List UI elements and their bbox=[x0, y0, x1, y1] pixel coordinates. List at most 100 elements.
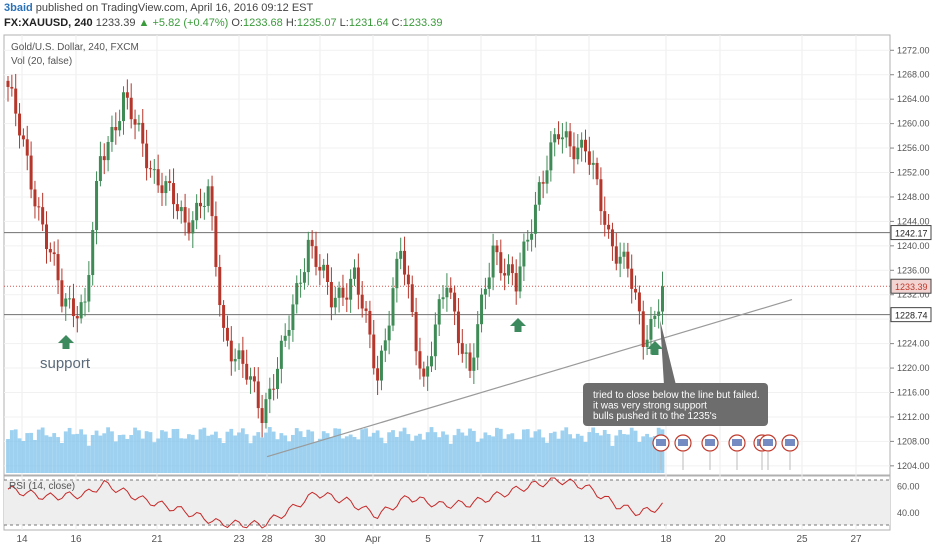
volume-bar bbox=[483, 432, 488, 473]
x-tick-label: 5 bbox=[425, 534, 431, 545]
candle-body bbox=[449, 287, 453, 293]
volume-bar bbox=[214, 431, 218, 473]
volume-bar bbox=[125, 438, 130, 473]
volume-bar bbox=[498, 428, 503, 473]
volume-bar bbox=[179, 438, 184, 473]
candle-body bbox=[368, 310, 372, 335]
candle-body bbox=[98, 156, 102, 181]
volume-bar bbox=[602, 429, 607, 473]
candle-body bbox=[191, 220, 195, 234]
volume-bar bbox=[541, 437, 546, 473]
current-price-tag-box bbox=[890, 278, 932, 294]
chart-title: Gold/U.S. Dollar, 240, FXCM bbox=[11, 42, 139, 53]
y-tick-label: 1216.00 bbox=[897, 388, 930, 398]
volume-bar bbox=[9, 430, 14, 473]
volume-bar bbox=[294, 428, 299, 473]
volume-bar bbox=[98, 435, 103, 473]
volume-bar bbox=[71, 434, 76, 473]
volume-bar bbox=[425, 432, 430, 473]
candle-body bbox=[318, 266, 322, 271]
candle-body bbox=[133, 119, 137, 125]
volume-bar bbox=[506, 434, 511, 473]
volume-bar bbox=[298, 431, 303, 473]
candle-body bbox=[291, 304, 295, 330]
volume-bar bbox=[518, 439, 522, 473]
volume-bar bbox=[175, 428, 180, 473]
volume-bar bbox=[341, 438, 345, 473]
volume-bar bbox=[202, 427, 207, 473]
up-arrow-icon bbox=[58, 335, 74, 349]
candle-body bbox=[79, 302, 83, 319]
rsi-label: RSI (14, close) bbox=[9, 481, 76, 492]
volume-bar bbox=[572, 438, 576, 473]
publish-info: published on TradingView.com, April 16, … bbox=[35, 2, 314, 14]
candle-body bbox=[610, 229, 614, 247]
close-value: 1233.39 bbox=[402, 17, 443, 29]
level-low-tag: 1228.74 bbox=[895, 311, 928, 321]
volume-bar bbox=[152, 442, 157, 473]
candle-body bbox=[156, 169, 160, 186]
volume-bar bbox=[375, 430, 380, 473]
volume-bar bbox=[194, 439, 199, 473]
candle-body bbox=[249, 376, 253, 380]
volume-bar bbox=[248, 443, 253, 473]
candle-body bbox=[210, 186, 214, 217]
volume-bar bbox=[522, 429, 526, 473]
volume-bar bbox=[414, 435, 418, 473]
y-tick-label: 1240.00 bbox=[897, 241, 930, 251]
candle-body bbox=[507, 264, 510, 276]
volume-bar bbox=[75, 433, 80, 473]
candle-body bbox=[122, 92, 125, 122]
candle-body bbox=[433, 324, 437, 357]
volume-bar bbox=[437, 437, 442, 473]
volume-bar bbox=[587, 432, 592, 473]
candle-body bbox=[125, 92, 129, 98]
candle-body bbox=[460, 343, 464, 354]
x-tick-label: 11 bbox=[531, 534, 542, 545]
candle-body bbox=[114, 127, 118, 131]
flag-icon bbox=[763, 439, 773, 446]
volume-bar bbox=[306, 429, 311, 473]
up-arrow-icon bbox=[510, 318, 526, 332]
candle-body bbox=[445, 287, 449, 298]
candle-body bbox=[87, 275, 91, 302]
volume-bar bbox=[514, 439, 519, 473]
candle-body bbox=[464, 352, 468, 354]
candle-body bbox=[518, 266, 522, 292]
candle-body bbox=[195, 202, 199, 221]
volume-bar bbox=[183, 438, 187, 473]
x-tick-label: 7 bbox=[478, 534, 484, 545]
volume-bar bbox=[267, 427, 272, 473]
author-name[interactable]: 3baid bbox=[4, 2, 33, 14]
volume-bar bbox=[271, 431, 276, 473]
candle-body bbox=[160, 185, 164, 194]
candle-body bbox=[426, 366, 430, 377]
volume-bar bbox=[129, 434, 134, 473]
candle-body bbox=[129, 97, 133, 120]
candle-body bbox=[372, 334, 376, 369]
candle-body bbox=[45, 224, 48, 250]
volume-bar bbox=[491, 436, 495, 473]
candle-body bbox=[306, 239, 310, 273]
symbol-label: FX:XAUUSD, 240 bbox=[4, 17, 93, 29]
candle-body bbox=[241, 350, 245, 364]
candle-body bbox=[399, 250, 403, 259]
candle-body bbox=[179, 207, 183, 212]
candle-body bbox=[322, 264, 326, 271]
volume-bar bbox=[629, 427, 634, 473]
volume-bar bbox=[190, 434, 195, 473]
volume-bar bbox=[471, 430, 476, 473]
economic-events[interactable] bbox=[652, 434, 799, 470]
candle-body bbox=[483, 288, 487, 295]
flag-icon bbox=[785, 439, 795, 446]
volume-bar bbox=[167, 437, 172, 473]
volume-bar bbox=[633, 430, 638, 473]
candle-body bbox=[225, 327, 229, 341]
volume-bar bbox=[591, 427, 596, 473]
y-tick-label: 1260.00 bbox=[897, 119, 930, 129]
volume-bar bbox=[525, 429, 530, 473]
candle-body bbox=[283, 335, 287, 341]
price-change: ▲ +5.82 (+0.47%) bbox=[138, 17, 229, 29]
